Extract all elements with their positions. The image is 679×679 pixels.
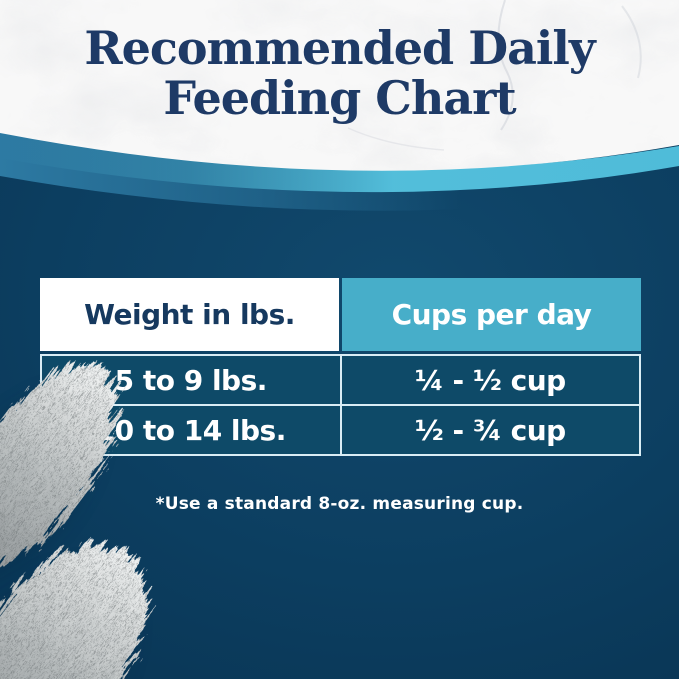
- cell-weight-range-2: 10 to 14 lbs.: [42, 406, 340, 454]
- page-title: Recommended Daily Feeding Chart: [0, 21, 679, 125]
- cell-cups-range-1: ¼ - ½ cup: [339, 356, 639, 404]
- feeding-table: Weight in lbs. Cups per day 5 to 9 lbs. …: [40, 278, 641, 456]
- paw-shadow: [0, 567, 133, 679]
- table-row: 10 to 14 lbs. ½ - ¾ cup: [42, 404, 639, 454]
- header-cell-cups: Cups per day: [342, 278, 641, 351]
- header-cell-weight: Weight in lbs.: [40, 278, 339, 351]
- feeding-table-header-row: Weight in lbs. Cups per day: [40, 278, 641, 351]
- cat-paw-lower-icon: [0, 546, 140, 679]
- cell-cups-range-2: ½ - ¾ cup: [339, 406, 639, 454]
- cell-weight-range-1: 5 to 9 lbs.: [42, 356, 340, 404]
- page-title-line2: Feeding Chart: [163, 70, 516, 125]
- page-title-line1: Recommended Daily: [84, 21, 595, 75]
- table-row: 5 to 9 lbs. ¼ - ½ cup: [42, 356, 639, 404]
- wave-band-cyan: [0, 130, 679, 193]
- wave-band-blue: [0, 128, 679, 211]
- feeding-table-body: 5 to 9 lbs. ¼ - ½ cup 10 to 14 lbs. ½ - …: [40, 354, 641, 456]
- measuring-cup-footnote: *Use a standard 8-oz. measuring cup.: [155, 494, 524, 514]
